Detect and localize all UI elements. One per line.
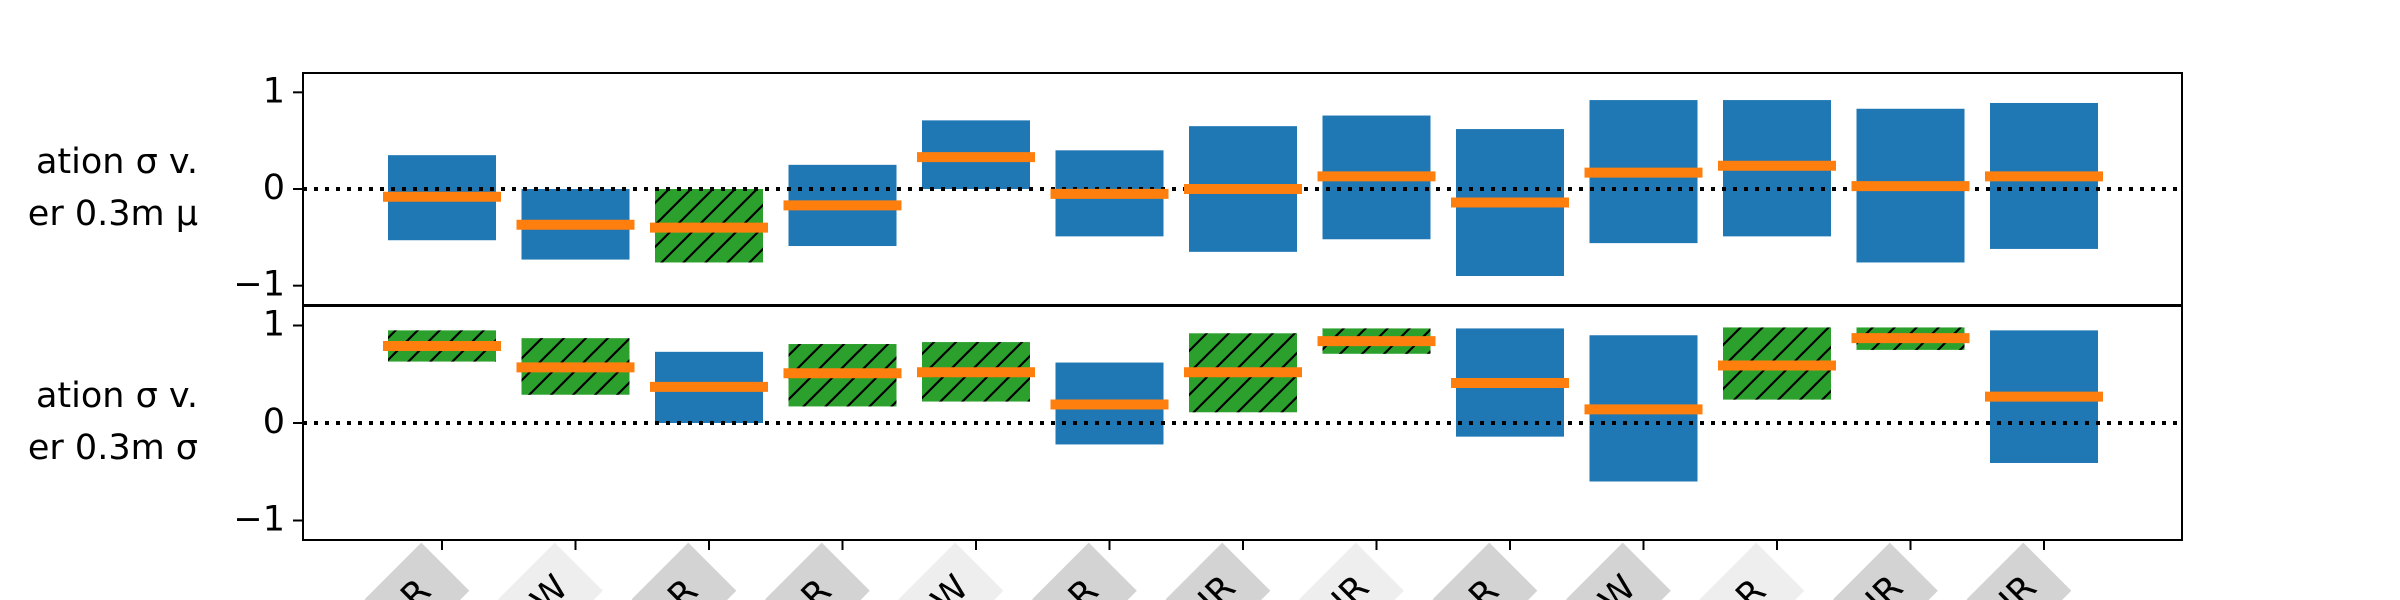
y-tick-label: 1 [263,305,285,345]
x-tick-label-box [1032,542,1137,600]
x-tick-label-box [898,542,1004,600]
x-tick-label-box [1966,542,2072,600]
x-tick-label-group: W [498,542,603,600]
x-tick-label-box [765,542,870,600]
y-tick-label: 0 [263,168,285,208]
x-tick-label-group: IR [1299,542,1404,600]
y-tick-label: 1 [263,71,285,111]
y-axis-label: ation σ v. [36,142,198,182]
x-tick-label-group: R [1699,542,1805,600]
x-tick-label-box [1299,542,1404,600]
x-tick-label-group: IR [1833,542,1938,600]
y-tick-label: −1 [233,265,285,305]
x-tick-label-box [631,542,737,600]
x-tick-label-box [1833,542,1938,600]
x-tick-label-box [1699,542,1805,600]
y-axis-label: er 0.3m μ [28,194,198,234]
x-tick-label-box [1432,542,1538,600]
x-tick-label-group: W [898,542,1004,600]
y-tick-label: −1 [233,500,285,540]
x-tick-label-group: R [1032,542,1137,600]
x-tick-label-group: R [631,542,737,600]
y-axis-label: ation σ v. [36,376,198,416]
x-tick-label-box [364,542,470,600]
x-tick-label-group: R [1432,542,1538,600]
x-tick-label-box [1165,542,1271,600]
x-tick-label-box [498,542,603,600]
y-tick-label: 0 [263,402,285,442]
y-axis-label: er 0.3m σ [28,428,198,468]
x-tick-label-box [1566,542,1671,600]
x-tick-label-group: R [364,542,470,600]
x-tick-label-group: IR [1165,542,1271,600]
x-tick-label-group: W [1566,542,1671,600]
x-tick-label-group: IR [1966,542,2072,600]
x-tick-label-group: R [765,542,870,600]
